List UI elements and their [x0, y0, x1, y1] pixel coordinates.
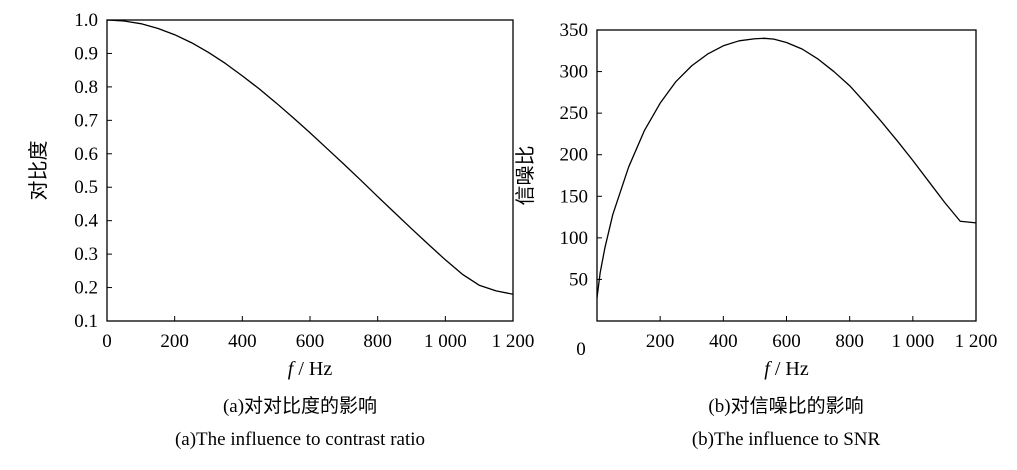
x-axis-unit: / Hz: [293, 358, 332, 380]
y-tick-label: 0.6: [74, 144, 98, 165]
series-line: [106, 19, 514, 295]
y-tick-label: 0.2: [74, 278, 98, 299]
origin-label: 0: [576, 339, 586, 360]
y-tick-label: 100: [560, 228, 589, 249]
y-tick-label: 0.5: [74, 177, 98, 198]
x-axis-label: f / Hz: [764, 358, 809, 380]
y-tick-label: 250: [560, 103, 589, 124]
series-line: [596, 37, 977, 298]
y-tick-label: 200: [560, 145, 589, 166]
y-tick-label: 0.7: [74, 110, 98, 131]
y-axis-label: 对比度: [27, 141, 50, 201]
x-tick-label: 200: [160, 331, 189, 352]
y-axis-label: 信噪比: [514, 146, 537, 206]
y-tick-label: 150: [560, 186, 589, 207]
x-tick-label: 1 200: [492, 331, 535, 352]
caption-english: (b)The influence to SNR: [692, 429, 881, 450]
y-tick-label: 1.0: [74, 10, 98, 31]
x-tick-label: 1 000: [424, 331, 467, 352]
x-tick-label: 800: [835, 331, 864, 352]
y-tick-label: 50: [569, 269, 588, 290]
y-tick-label: 0.1: [74, 311, 98, 332]
caption-english: (a)The influence to contrast ratio: [175, 429, 425, 450]
y-tick-label: 0.9: [74, 43, 98, 64]
y-tick-label: 0.4: [74, 211, 98, 232]
caption-chinese: (a)对对比度的影响: [223, 395, 377, 417]
x-axis-variable: f: [764, 358, 772, 380]
x-tick-label: 0: [102, 331, 112, 352]
x-tick-label: 800: [363, 331, 392, 352]
y-tick-label: 0.3: [74, 244, 98, 265]
x-tick-label: 400: [228, 331, 257, 352]
caption-chinese: (b)对信噪比的影响: [708, 395, 863, 417]
x-tick-label: 1 000: [891, 331, 934, 352]
y-tick-label: 0.8: [74, 77, 98, 98]
y-tick-label: 300: [560, 62, 589, 83]
y-tick-label: 350: [560, 20, 589, 41]
x-axis-unit: / Hz: [770, 358, 809, 380]
plot-frame: [596, 29, 977, 322]
panel-b-snr-chart: 200 400 600 800 1 000 1 200 50 100 150 200 250 300 3…: [514, 20, 997, 450]
x-axis-label: f / Hz: [288, 358, 333, 380]
x-tick-label: 400: [709, 331, 738, 352]
x-tick-label: 200: [646, 331, 675, 352]
plot-frame: [106, 19, 514, 322]
x-tick-label: 600: [296, 331, 325, 352]
x-tick-label: 600: [772, 331, 801, 352]
x-tick-label: 1 200: [955, 331, 998, 352]
x-axis-variable: f: [288, 358, 296, 380]
panel-a-contrast-chart: 0 200 400 600 800 1 000 1 200 0.1 0.2 0.3 0.4 0.5 0.…: [27, 10, 534, 450]
